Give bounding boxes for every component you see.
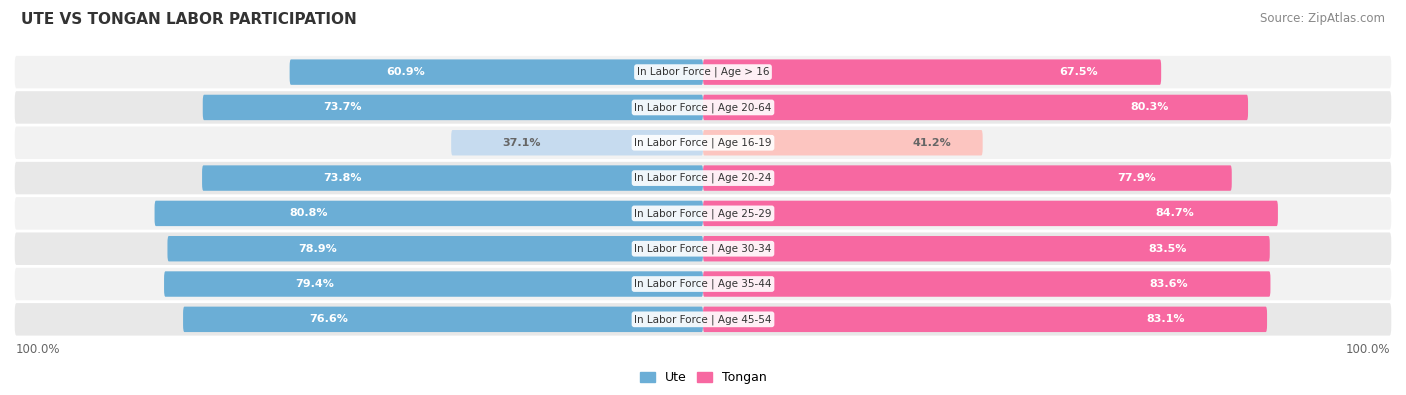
Text: 83.6%: 83.6% bbox=[1149, 279, 1188, 289]
Text: In Labor Force | Age 16-19: In Labor Force | Age 16-19 bbox=[634, 137, 772, 148]
FancyBboxPatch shape bbox=[703, 95, 1249, 120]
Text: 78.9%: 78.9% bbox=[298, 244, 337, 254]
Text: In Labor Force | Age 20-64: In Labor Force | Age 20-64 bbox=[634, 102, 772, 113]
FancyBboxPatch shape bbox=[14, 233, 1392, 265]
FancyBboxPatch shape bbox=[14, 162, 1392, 194]
Text: 80.3%: 80.3% bbox=[1130, 102, 1170, 113]
FancyBboxPatch shape bbox=[165, 271, 703, 297]
Legend: Ute, Tongan: Ute, Tongan bbox=[634, 367, 772, 389]
FancyBboxPatch shape bbox=[703, 166, 1232, 191]
Text: In Labor Force | Age > 16: In Labor Force | Age > 16 bbox=[637, 67, 769, 77]
Text: 67.5%: 67.5% bbox=[1059, 67, 1098, 77]
FancyBboxPatch shape bbox=[703, 201, 1278, 226]
Text: 37.1%: 37.1% bbox=[502, 138, 541, 148]
FancyBboxPatch shape bbox=[14, 91, 1392, 124]
Text: 83.1%: 83.1% bbox=[1146, 314, 1185, 324]
Text: 80.8%: 80.8% bbox=[288, 209, 328, 218]
Text: In Labor Force | Age 20-24: In Labor Force | Age 20-24 bbox=[634, 173, 772, 183]
FancyBboxPatch shape bbox=[703, 307, 1267, 332]
Text: 79.4%: 79.4% bbox=[295, 279, 335, 289]
FancyBboxPatch shape bbox=[703, 236, 1270, 261]
Text: 83.5%: 83.5% bbox=[1149, 244, 1187, 254]
Text: In Labor Force | Age 45-54: In Labor Force | Age 45-54 bbox=[634, 314, 772, 325]
Text: UTE VS TONGAN LABOR PARTICIPATION: UTE VS TONGAN LABOR PARTICIPATION bbox=[21, 12, 357, 27]
FancyBboxPatch shape bbox=[155, 201, 703, 226]
FancyBboxPatch shape bbox=[167, 236, 703, 261]
FancyBboxPatch shape bbox=[290, 59, 703, 85]
FancyBboxPatch shape bbox=[183, 307, 703, 332]
FancyBboxPatch shape bbox=[703, 271, 1271, 297]
FancyBboxPatch shape bbox=[703, 130, 983, 156]
Text: In Labor Force | Age 25-29: In Labor Force | Age 25-29 bbox=[634, 208, 772, 219]
FancyBboxPatch shape bbox=[14, 197, 1392, 229]
FancyBboxPatch shape bbox=[14, 303, 1392, 336]
Text: 84.7%: 84.7% bbox=[1156, 209, 1194, 218]
Text: 76.6%: 76.6% bbox=[309, 314, 349, 324]
Text: In Labor Force | Age 30-34: In Labor Force | Age 30-34 bbox=[634, 243, 772, 254]
Text: 60.9%: 60.9% bbox=[387, 67, 425, 77]
Text: Source: ZipAtlas.com: Source: ZipAtlas.com bbox=[1260, 12, 1385, 25]
Text: 73.7%: 73.7% bbox=[323, 102, 363, 113]
Text: 41.2%: 41.2% bbox=[912, 138, 952, 148]
Text: 73.8%: 73.8% bbox=[323, 173, 361, 183]
FancyBboxPatch shape bbox=[14, 126, 1392, 159]
FancyBboxPatch shape bbox=[202, 166, 703, 191]
FancyBboxPatch shape bbox=[14, 268, 1392, 300]
Text: 100.0%: 100.0% bbox=[15, 343, 60, 356]
Text: 77.9%: 77.9% bbox=[1118, 173, 1156, 183]
FancyBboxPatch shape bbox=[14, 56, 1392, 88]
Text: 100.0%: 100.0% bbox=[1346, 343, 1391, 356]
FancyBboxPatch shape bbox=[451, 130, 703, 156]
FancyBboxPatch shape bbox=[703, 59, 1161, 85]
FancyBboxPatch shape bbox=[202, 95, 703, 120]
Text: In Labor Force | Age 35-44: In Labor Force | Age 35-44 bbox=[634, 279, 772, 289]
